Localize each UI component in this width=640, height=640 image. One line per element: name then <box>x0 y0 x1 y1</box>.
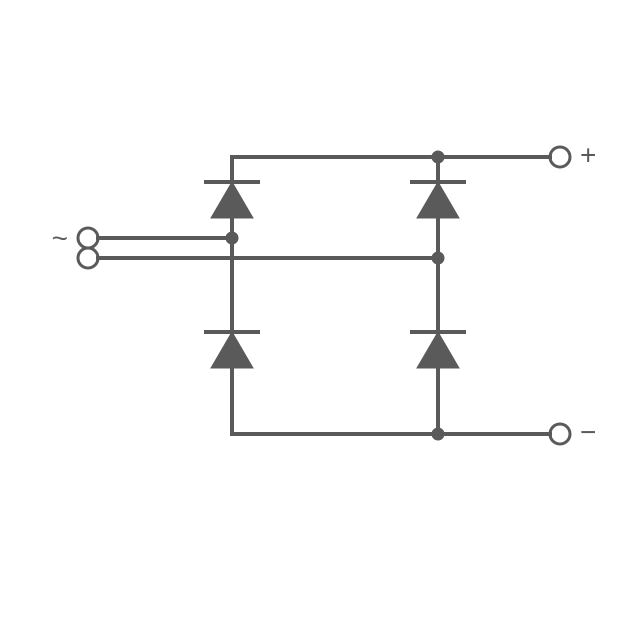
bridge-rectifier-schematic: ~ + − <box>0 0 640 640</box>
svg-text:−: − <box>580 416 596 447</box>
svg-text:~: ~ <box>52 222 68 253</box>
svg-text:+: + <box>580 139 596 170</box>
